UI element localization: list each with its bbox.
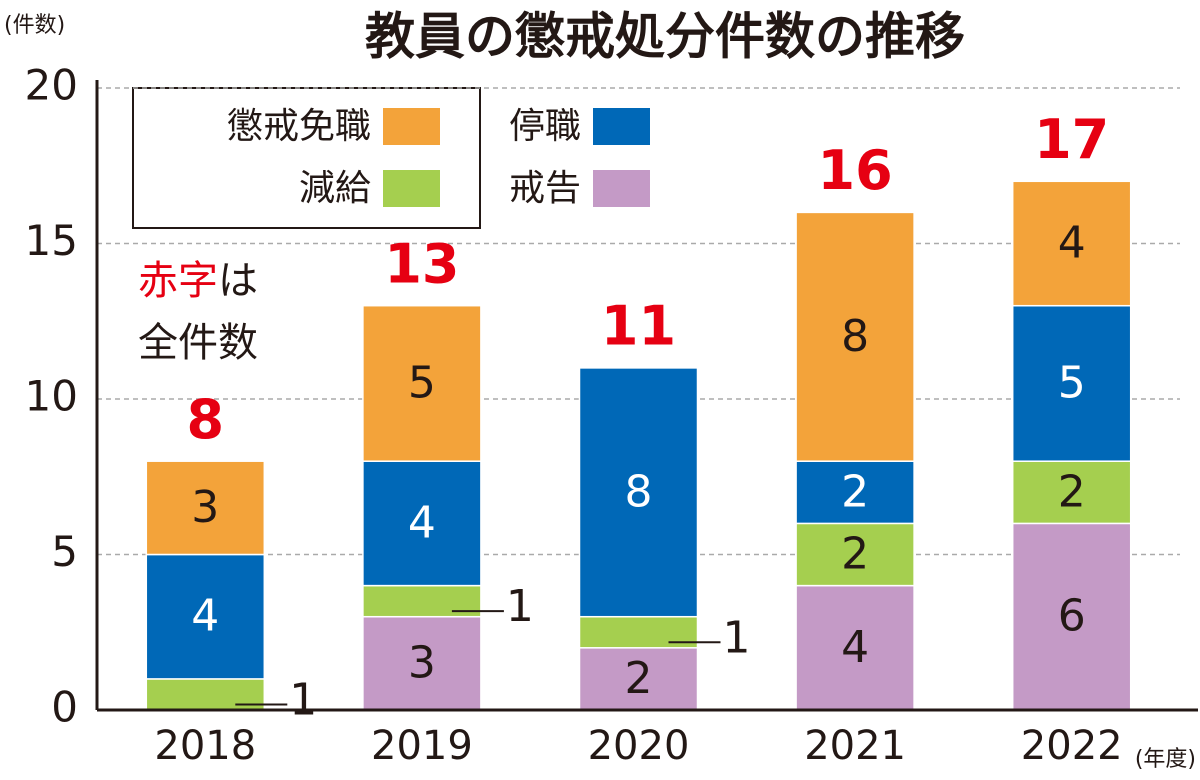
data-label: 8	[841, 311, 869, 362]
x-tick-label: 2018	[154, 723, 256, 769]
legend-swatch	[383, 170, 440, 207]
data-label: 4	[408, 497, 436, 548]
y-tick-label: 0	[51, 683, 78, 732]
bar-segment	[795, 460, 915, 525]
y-tick-label: 5	[51, 527, 78, 576]
total-label: 8	[187, 388, 225, 451]
y-tick-label: 10	[25, 372, 78, 421]
data-label: 5	[1058, 357, 1086, 408]
legend-label: 戒告	[509, 168, 581, 209]
legend-swatch	[593, 108, 650, 145]
legend-swatch	[383, 108, 440, 145]
data-label: 6	[1058, 591, 1086, 642]
bar-segment	[1011, 304, 1132, 462]
total-label: 16	[818, 139, 893, 202]
bar-segment	[795, 584, 915, 711]
x-axis-label: (年度)	[1135, 747, 1196, 772]
bar-segment	[578, 367, 699, 618]
annotation-text: 赤字は	[138, 258, 258, 304]
legend-label: 停職	[509, 106, 581, 147]
data-label: 3	[191, 482, 219, 533]
y-axis-label: (件数)	[4, 13, 65, 38]
data-label: 4	[841, 622, 869, 673]
x-tick-label: 2020	[588, 723, 690, 769]
data-label: 3	[408, 637, 436, 688]
data-label: 2	[1058, 466, 1086, 517]
annotation-highlight: 赤字	[138, 258, 218, 304]
bar-segment	[795, 211, 915, 462]
x-tick-label: 2022	[1021, 723, 1123, 769]
data-label: 4	[1058, 218, 1086, 269]
bar-segment	[795, 522, 915, 587]
bar-segment	[362, 460, 482, 587]
y-tick-label: 15	[25, 216, 78, 265]
legend-label: 減給	[299, 168, 371, 209]
annotation-text: 全件数	[138, 320, 258, 366]
data-label: 4	[191, 591, 219, 642]
data-label: 5	[408, 357, 436, 408]
legend-label: 懲戒免職	[227, 106, 371, 147]
bar-segment	[1011, 460, 1132, 525]
x-tick-label: 2019	[371, 723, 473, 769]
bar-segment	[145, 460, 266, 556]
y-tick-label: 20	[25, 61, 78, 110]
chart-title: 教員の懲戒処分件数の推移	[365, 8, 965, 66]
bar-segment	[362, 304, 482, 462]
total-label: 11	[601, 295, 676, 358]
annotation-rest: は	[218, 258, 258, 304]
data-label: 1	[723, 612, 751, 663]
bar-segment	[1011, 180, 1132, 307]
legend-swatch	[593, 170, 650, 207]
data-label: 2	[625, 653, 653, 704]
bar-segment	[1011, 522, 1132, 711]
total-label: 13	[384, 232, 459, 295]
data-label: 2	[841, 466, 869, 517]
data-label: 1	[506, 581, 534, 632]
data-label: 2	[841, 529, 869, 580]
data-label: 8	[625, 466, 653, 517]
x-tick-label: 2021	[804, 723, 906, 769]
annotation: 赤字は 全件数	[138, 258, 258, 366]
total-label: 17	[1034, 108, 1109, 171]
data-label: 1	[289, 674, 317, 725]
